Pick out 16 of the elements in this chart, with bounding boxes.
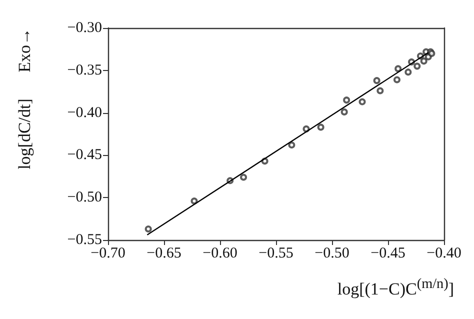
x-tick-label: −0.65 [146, 246, 182, 262]
x-tick-label: −0.60 [202, 246, 238, 262]
x-tick-label: −0.40 [426, 246, 462, 262]
text: Exo→ [15, 28, 34, 72]
x-tick-label: −0.70 [90, 246, 126, 262]
y-tick-label: −0.45 [67, 147, 102, 164]
y-tick-label: −0.30 [67, 20, 102, 36]
x-tick-label: −0.50 [314, 246, 350, 262]
y-axis-title: log[dC/dt] [15, 98, 34, 170]
x-axis-title: log[(1−C)C$^{(m/n)}$] [337, 276, 454, 300]
y-tick-label: −0.35 [67, 62, 102, 78]
y-tick-label: −0.50 [67, 190, 102, 206]
y-tick-label: −0.55 [67, 232, 102, 248]
x-tick-label: −0.55 [258, 246, 294, 262]
y-tick-label: −0.40 [67, 104, 102, 121]
x-tick-label: −0.45 [370, 246, 406, 262]
